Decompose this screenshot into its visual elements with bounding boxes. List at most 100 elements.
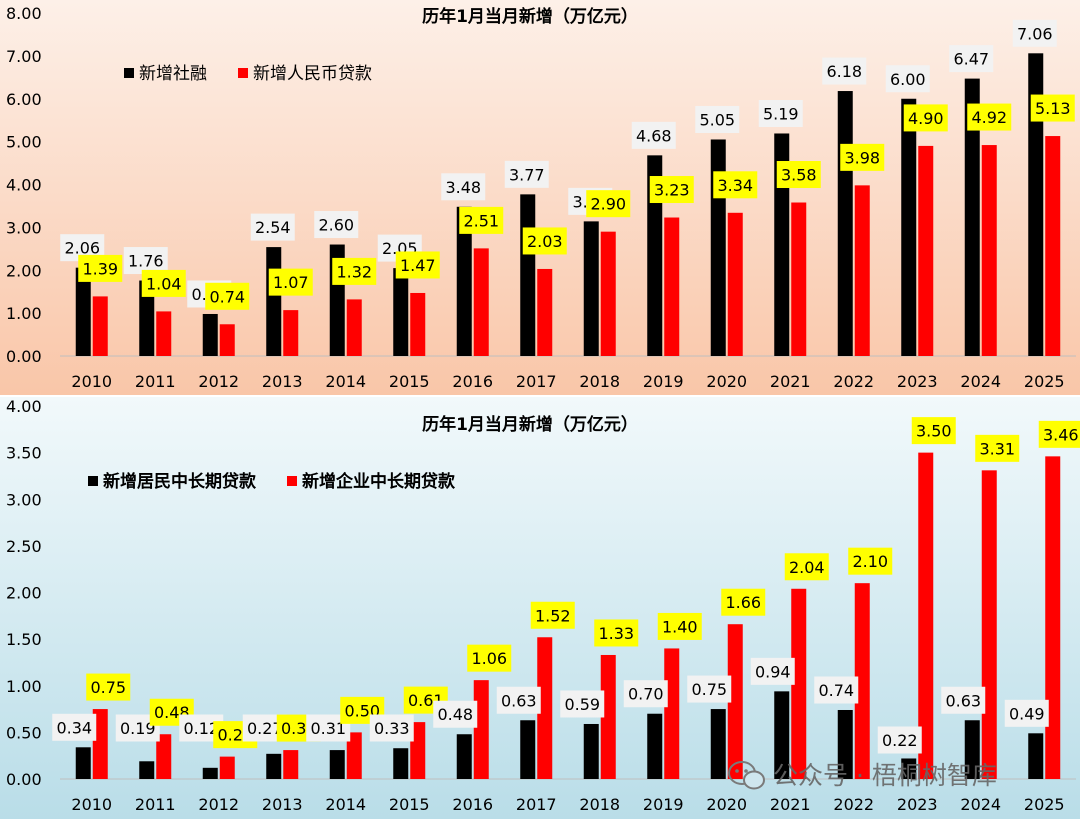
data-label-series1-2015: 0.33 bbox=[374, 719, 410, 738]
bar-series2-2012 bbox=[219, 324, 235, 356]
data-label-bg-series2-2022 bbox=[848, 547, 893, 575]
data-label-series2-2016: 2.51 bbox=[463, 211, 499, 230]
bar-series2-2021 bbox=[791, 588, 807, 779]
data-label-series2-2012: 0.74 bbox=[209, 287, 245, 306]
data-label-series1-2017: 3.77 bbox=[509, 165, 545, 184]
data-label-series1-2018: 0.59 bbox=[564, 695, 600, 714]
y-tick-label: 8.00 bbox=[6, 4, 42, 23]
data-label-series2-2018: 1.33 bbox=[598, 624, 634, 643]
bar-series2-2025 bbox=[1045, 456, 1061, 779]
data-label-bg-series1-2010 bbox=[52, 713, 97, 741]
data-label-series1-2023: 0.22 bbox=[882, 731, 918, 750]
bar-series2-2018 bbox=[600, 654, 616, 779]
bar-series1-2024 bbox=[964, 78, 980, 356]
data-label-series1-2021: 5.19 bbox=[763, 104, 799, 123]
y-tick-label: 1.00 bbox=[6, 677, 42, 696]
x-tick-label: 2025 bbox=[1024, 372, 1065, 391]
bar-series1-2021 bbox=[774, 691, 790, 779]
data-label-series1-2014: 2.60 bbox=[318, 216, 354, 235]
data-label-bg-series1-2019 bbox=[631, 121, 676, 149]
legend-label-1: 新增社融 bbox=[139, 64, 207, 84]
data-label-series1-2012: 0.12 bbox=[183, 719, 219, 738]
data-label-series1-2021: 0.94 bbox=[755, 662, 791, 681]
chart-panel-1: 历年1月当月新增（万亿元） 0.00 1.00 2.00 3.00 4.00 5.00 6.0… bbox=[6, 4, 1076, 391]
data-label-series2-2017: 2.03 bbox=[527, 232, 563, 251]
bar-series2-2010 bbox=[92, 709, 108, 779]
bar-series1-2011 bbox=[139, 761, 155, 779]
bar-series2-2013 bbox=[283, 310, 299, 356]
x-tick-label: 2011 bbox=[135, 372, 176, 391]
data-label-series1-2023: 6.00 bbox=[890, 70, 926, 89]
data-label-bg-series1-2021 bbox=[758, 99, 803, 127]
data-label-bg-series1-2021 bbox=[750, 657, 795, 685]
bar-series2-2014 bbox=[346, 299, 362, 356]
data-label-bg-series2-2021 bbox=[784, 553, 829, 581]
data-label-series2-2016: 1.06 bbox=[471, 649, 507, 668]
data-label-bg-series2-2014 bbox=[332, 257, 377, 285]
legend-swatch-1 bbox=[124, 68, 134, 78]
y-tick-label: 2.50 bbox=[6, 537, 42, 556]
x-tick-label: 2020 bbox=[706, 372, 747, 391]
data-label-series1-2022: 0.74 bbox=[818, 681, 854, 700]
y-tick-label: 0.00 bbox=[6, 347, 42, 366]
data-label-series1-2013: 0.27 bbox=[247, 719, 283, 738]
data-label-series2-2017: 1.52 bbox=[535, 606, 571, 625]
data-label-bg-series2-2024 bbox=[975, 434, 1020, 462]
data-label-series1-2022: 6.18 bbox=[826, 62, 862, 81]
x-tick-label: 2018 bbox=[579, 795, 620, 814]
data-label-bg-series2-2010 bbox=[78, 254, 123, 282]
x-tick-label: 2019 bbox=[643, 795, 684, 814]
data-label-bg-series1-2017 bbox=[496, 686, 541, 714]
bar-series1-2014 bbox=[329, 750, 345, 779]
bar-series2-2017 bbox=[537, 268, 553, 356]
bar-series2-2018 bbox=[600, 231, 616, 356]
x-tick-label: 2025 bbox=[1024, 795, 1065, 814]
bar-series2-2023 bbox=[918, 145, 934, 356]
data-label-bg-series2-2018 bbox=[594, 619, 639, 647]
data-label-series2-2021: 2.04 bbox=[789, 558, 825, 577]
bar-series2-2012 bbox=[219, 756, 235, 779]
data-label-bg-series1-2025 bbox=[1004, 699, 1049, 727]
bar-series2-2011 bbox=[156, 311, 172, 356]
data-label-series1-2016: 3.48 bbox=[445, 178, 481, 197]
x-tick-label: 2010 bbox=[71, 372, 112, 391]
x-tick-label: 2016 bbox=[452, 795, 493, 814]
data-label-series1-2024: 6.47 bbox=[953, 50, 989, 69]
x-tick-label: 2022 bbox=[833, 372, 874, 391]
bar-series1-2012 bbox=[202, 313, 218, 356]
chart-title: 历年1月当月新增（万亿元） bbox=[422, 414, 638, 435]
x-tick-label: 2013 bbox=[262, 795, 303, 814]
data-label-series2-2022: 2.10 bbox=[852, 552, 888, 571]
x-tick-label: 2024 bbox=[960, 795, 1001, 814]
x-tick-label: 2014 bbox=[325, 795, 366, 814]
bar-series1-2013 bbox=[266, 753, 282, 779]
y-tick-label: 2.00 bbox=[6, 584, 42, 603]
y-tick-label: 1.50 bbox=[6, 630, 42, 649]
bar-series1-2023 bbox=[901, 98, 917, 356]
bar-series2-2017 bbox=[537, 637, 553, 779]
data-label-series2-2022: 3.98 bbox=[844, 148, 880, 167]
bar-series1-2018 bbox=[583, 221, 599, 356]
data-label-bg-series1-2022 bbox=[822, 57, 867, 85]
data-label-bg-series1-2011 bbox=[123, 247, 168, 275]
legend-swatch-2 bbox=[238, 68, 248, 78]
bar-series1-2025 bbox=[1028, 53, 1044, 357]
data-label-series1-2024: 0.63 bbox=[945, 691, 981, 710]
bar-series1-2010 bbox=[75, 267, 91, 356]
legend-label-2: 新增企业中长期贷款 bbox=[302, 471, 456, 492]
data-label-series1-2017: 0.63 bbox=[501, 691, 537, 710]
data-label-series1-2011: 1.76 bbox=[128, 252, 164, 271]
data-label-bg-series2-2025 bbox=[1038, 420, 1080, 448]
chart-panel-2: 历年1月当月新增（万亿元） 0.00 0.50 1.00 1.50 2.00 2.50 3.0… bbox=[6, 397, 1080, 814]
data-label-series1-2025: 0.49 bbox=[1009, 704, 1045, 723]
data-label-bg-series1-2015 bbox=[369, 714, 414, 742]
data-label-bg-series2-2015 bbox=[395, 251, 440, 279]
data-label-bg-series1-2016 bbox=[433, 700, 478, 728]
data-label-series2-2019: 3.23 bbox=[654, 181, 690, 200]
data-label-bg-series1-2024 bbox=[949, 45, 994, 73]
bar-series1-2022 bbox=[837, 709, 853, 779]
y-tick-label: 1.00 bbox=[6, 304, 42, 323]
bar-series2-2020 bbox=[727, 212, 743, 356]
data-label-series2-2021: 3.58 bbox=[781, 166, 817, 185]
